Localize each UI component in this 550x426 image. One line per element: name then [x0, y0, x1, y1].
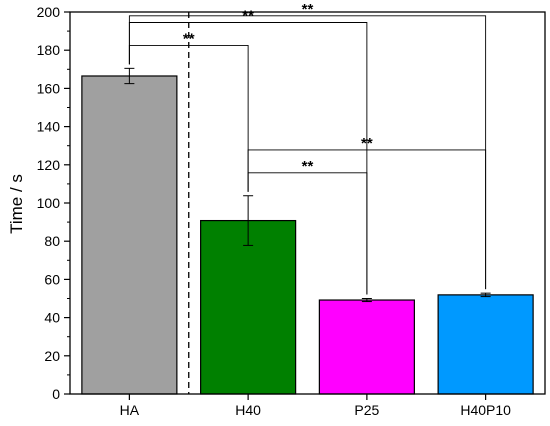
y-axis-title: Time / s: [7, 174, 26, 234]
bar-ha: [81, 75, 178, 395]
significance-label: **: [183, 30, 195, 47]
bar-h40: [200, 219, 297, 395]
y-tick-label: 200: [37, 4, 61, 20]
significance-label: **: [302, 1, 314, 18]
x-tick-label-p25: P25: [354, 402, 379, 418]
axes: 0 20 40 60 80 100 120 140 160 180 200 HA H40 P25 H40P1…: [37, 4, 546, 418]
error-bar-h40: [243, 195, 254, 246]
x-tick-label-h40p10: H40P10: [460, 402, 511, 418]
bar-h40p10: [437, 294, 534, 395]
significance-bracket-ha-h40p10: **: [128, 1, 487, 290]
bar-p25: [318, 299, 415, 395]
error-bar-h40p10: [480, 292, 491, 298]
y-tick-label: 120: [37, 157, 61, 173]
y-tick-label: 0: [52, 386, 60, 402]
y-tick-label: 80: [44, 233, 60, 249]
significance-bracket-line: [128, 15, 487, 290]
significance-label: **: [361, 135, 373, 152]
y-tick-label: 60: [44, 271, 60, 287]
significance-label: **: [302, 158, 314, 175]
y-tick-label: 100: [37, 195, 61, 211]
y-tick-label: 180: [37, 42, 61, 58]
x-tick-label-h40: H40: [235, 402, 261, 418]
y-tick-label: 160: [37, 80, 61, 96]
x-tick-label-ha: HA: [120, 402, 140, 418]
error-bar-p25: [361, 298, 372, 303]
y-tick-label: 40: [44, 310, 60, 326]
y-tick-label: 20: [44, 348, 60, 364]
y-tick-label: 140: [37, 119, 61, 135]
error-bars: [124, 67, 491, 303]
error-bar-ha: [124, 67, 135, 85]
significance-brackets: **********: [128, 1, 487, 295]
bars: [81, 75, 534, 395]
